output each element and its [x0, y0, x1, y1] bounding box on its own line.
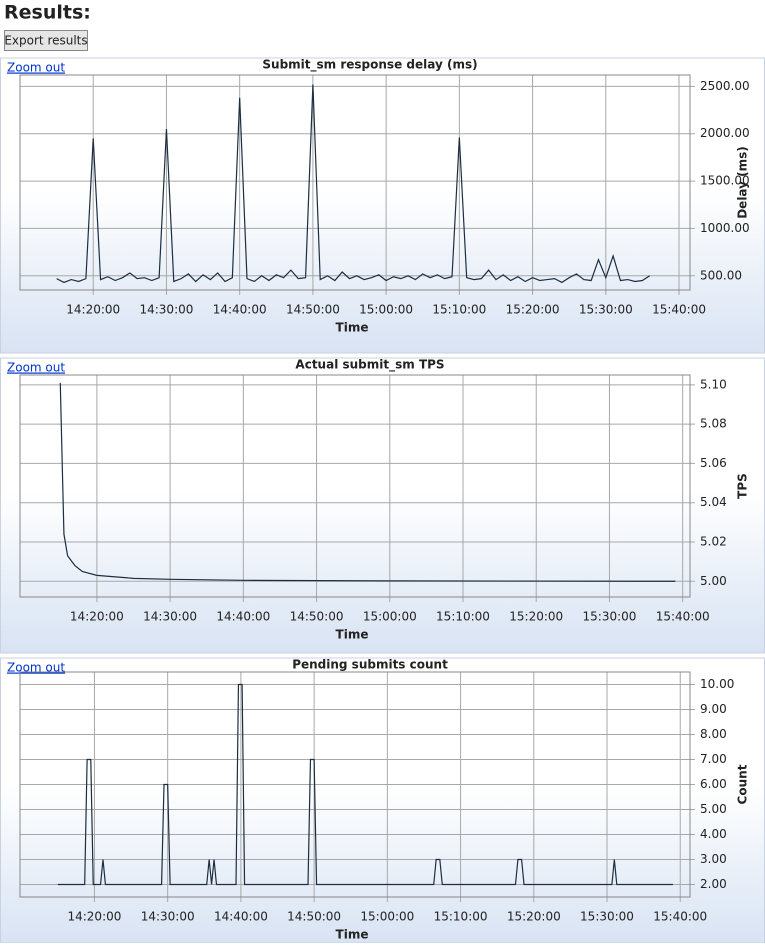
plot-frame — [19, 74, 691, 291]
x-tick-label: 14:50:00 — [290, 610, 344, 624]
x-tick-label: 15:40:00 — [652, 303, 706, 317]
zoom-out-link[interactable]: Zoom out — [7, 61, 65, 75]
x-tick-label: 14:20:00 — [67, 910, 121, 924]
x-tick-label: 15:20:00 — [509, 610, 563, 624]
x-tick-label: 15:10:00 — [436, 610, 490, 624]
x-tick-label: 14:20:00 — [70, 610, 124, 624]
y-tick-label: 7.00 — [700, 752, 727, 766]
x-tick-label: 15:00:00 — [359, 303, 413, 317]
x-tick-label: 14:20:00 — [66, 303, 120, 317]
y-tick-label: 5.04 — [700, 495, 727, 509]
y-axis-title: TPS — [736, 473, 750, 499]
y-tick-label: 5.02 — [700, 534, 727, 548]
y-tick-label: 2000.00 — [700, 126, 750, 140]
x-axis-title: Time — [336, 928, 369, 942]
chart-panel — [0, 57, 765, 354]
export-button[interactable] — [4, 30, 88, 51]
x-axis-title: Time — [336, 628, 369, 642]
y-tick-label: 3.00 — [700, 852, 727, 866]
y-tick-label: 5.08 — [700, 417, 727, 431]
y-tick-label: 2500.00 — [700, 79, 750, 93]
x-tick-label: 15:30:00 — [579, 303, 633, 317]
chart-title: Actual submit_sm TPS — [295, 358, 444, 373]
plot-frame — [19, 671, 691, 898]
y-tick-label: 500.00 — [700, 268, 742, 282]
zoom-out-link[interactable]: Zoom out — [7, 361, 65, 375]
y-tick-label: 9.00 — [700, 702, 727, 716]
x-tick-label: 15:40:00 — [653, 910, 707, 924]
y-axis-title: Count — [736, 764, 750, 804]
data-line — [59, 382, 676, 582]
x-tick-label: 15:10:00 — [434, 910, 488, 924]
x-tick-label: 14:40:00 — [213, 303, 267, 317]
y-tick-label: 4.00 — [700, 827, 727, 841]
zoom-out-link[interactable]: Zoom out — [7, 661, 65, 675]
x-axis-title: Time — [336, 321, 369, 335]
x-tick-label: 15:20:00 — [507, 910, 561, 924]
y-tick-label: 1000.00 — [700, 221, 750, 235]
y-axis-title: Delay (ms) — [736, 146, 750, 219]
x-tick-label: 14:30:00 — [139, 303, 193, 317]
x-tick-label: 14:30:00 — [143, 610, 197, 624]
x-tick-label: 14:30:00 — [141, 910, 195, 924]
results-heading: Results: — [4, 2, 91, 24]
chart-panel — [0, 657, 765, 944]
x-tick-label: 15:40:00 — [656, 610, 710, 624]
x-tick-label: 14:40:00 — [216, 610, 270, 624]
y-tick-label: 5.00 — [700, 574, 727, 588]
y-tick-label: 5.06 — [700, 456, 727, 470]
x-tick-label: 14:50:00 — [286, 303, 340, 317]
chart-title: Submit_sm response delay (ms) — [262, 58, 477, 73]
chart-panel — [0, 357, 765, 654]
x-tick-label: 15:30:00 — [583, 610, 637, 624]
y-tick-label: 6.00 — [700, 777, 727, 791]
data-line — [57, 683, 673, 886]
y-tick-label: 1500.00 — [700, 174, 750, 188]
y-tick-label: 8.00 — [700, 727, 727, 741]
data-line — [56, 84, 651, 284]
chart-title: Pending submits count — [292, 658, 448, 672]
x-tick-label: 15:00:00 — [360, 910, 414, 924]
y-tick-label: 2.00 — [700, 877, 727, 891]
x-tick-label: 15:00:00 — [363, 610, 417, 624]
export-button-label[interactable]: Export results — [4, 34, 87, 48]
plot-frame — [19, 374, 691, 598]
x-tick-label: 15:20:00 — [506, 303, 560, 317]
x-tick-label: 15:30:00 — [580, 910, 634, 924]
y-tick-label: 10.00 — [700, 677, 734, 691]
x-tick-label: 14:50:00 — [287, 910, 341, 924]
x-tick-label: 14:40:00 — [214, 910, 268, 924]
y-tick-label: 5.00 — [700, 802, 727, 816]
x-tick-label: 15:10:00 — [432, 303, 486, 317]
y-tick-label: 5.10 — [700, 377, 727, 391]
